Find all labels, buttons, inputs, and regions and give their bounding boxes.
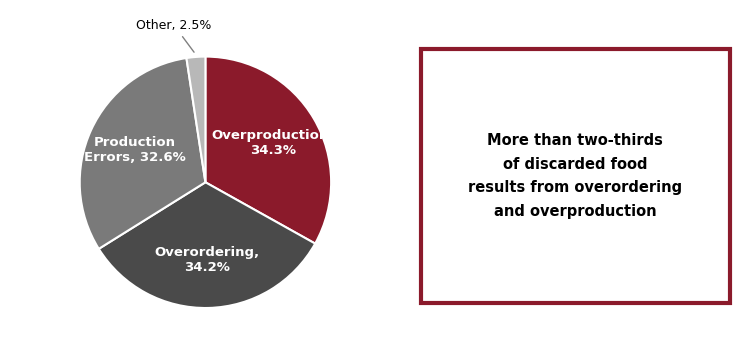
Wedge shape — [80, 58, 205, 249]
Wedge shape — [187, 57, 205, 182]
Text: Other, 2.5%: Other, 2.5% — [136, 19, 211, 52]
Wedge shape — [99, 182, 315, 308]
Text: Overordering,
34.2%: Overordering, 34.2% — [155, 246, 260, 274]
Bar — [421, 49, 730, 303]
Text: Overproduction,
34.3%: Overproduction, 34.3% — [211, 129, 334, 157]
Text: More than two-thirds
of discarded food
results from overordering
and overproduct: More than two-thirds of discarded food r… — [468, 133, 682, 219]
Text: Production
Errors, 32.6%: Production Errors, 32.6% — [84, 136, 185, 164]
Wedge shape — [205, 57, 331, 244]
